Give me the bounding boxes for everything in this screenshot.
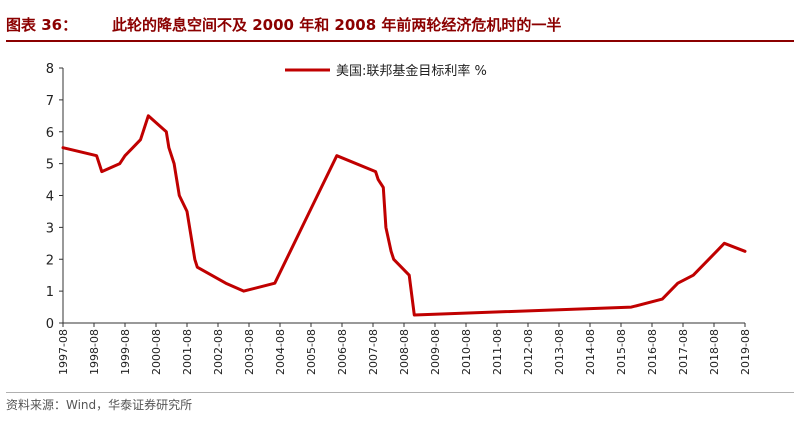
chart-axes: 0 1 2 3 4 5 6 7 8 1997-08 1998-08 1999-08 2000-08 200…	[46, 62, 752, 375]
x-tick-label: 2004-08	[274, 329, 287, 375]
x-tick-label: 2000-08	[150, 329, 163, 375]
x-tick-label: 2014-08	[584, 329, 597, 375]
figure-label: 图表 36：	[6, 16, 78, 34]
x-tick-label: 2016-08	[646, 329, 659, 375]
x-tick-label: 2018-08	[708, 329, 721, 375]
header-rule	[6, 40, 794, 42]
y-tick-label: 4	[46, 190, 54, 205]
y-tick-label: 2	[46, 253, 54, 268]
figure-title: 此轮的降息空间不及 2000 年和 2008 年前两轮经济危机时的一半	[112, 16, 562, 34]
x-tick-label: 2006-08	[336, 329, 349, 375]
y-tick-label: 0	[46, 317, 54, 332]
y-tick-label: 6	[46, 126, 54, 141]
x-tick-label: 2011-08	[491, 329, 504, 375]
x-tick-label: 2012-08	[522, 329, 535, 375]
x-tick-label: 2005-08	[305, 329, 318, 375]
y-tick-label: 7	[46, 94, 54, 109]
x-tick-label: 2002-08	[212, 329, 225, 375]
y-tick-label: 1	[46, 285, 54, 300]
x-tick-label: 1999-08	[119, 329, 132, 375]
rate-line-chart: 0 1 2 3 4 5 6 7 8 1997-08 1998-08 1999-08 2000-08 200…	[46, 62, 752, 375]
chart-legend: 美国:联邦基金目标利率 %	[285, 63, 487, 79]
x-tick-label: 2007-08	[367, 329, 380, 375]
legend-label: 美国:联邦基金目标利率 %	[336, 63, 487, 79]
footer-rule	[6, 392, 794, 393]
chart-series	[61, 114, 747, 317]
y-tick-label: 5	[46, 158, 54, 173]
y-tick-label: 8	[46, 62, 54, 77]
x-tick-label: 2003-08	[243, 329, 256, 375]
x-tick-label: 2008-08	[398, 329, 411, 375]
figure-header: 图表 36： 此轮的降息空间不及 2000 年和 2008 年前两轮经济危机时的…	[0, 0, 800, 44]
x-tick-label: 2010-08	[460, 329, 473, 375]
x-tick-label: 2001-08	[181, 329, 194, 375]
x-tick-label: 2019-08	[739, 329, 752, 375]
x-tick-label: 2013-08	[553, 329, 566, 375]
source-note: 资料来源：Wind，华泰证券研究所	[6, 398, 193, 412]
x-tick-label: 2015-08	[615, 329, 628, 375]
y-tick-label: 3	[46, 221, 54, 236]
x-tick-label: 1998-08	[88, 329, 101, 375]
x-tick-label: 1997-08	[57, 329, 70, 375]
x-tick-label: 2009-08	[429, 329, 442, 375]
series-line-0	[61, 114, 747, 317]
x-tick-label: 2017-08	[677, 329, 690, 375]
